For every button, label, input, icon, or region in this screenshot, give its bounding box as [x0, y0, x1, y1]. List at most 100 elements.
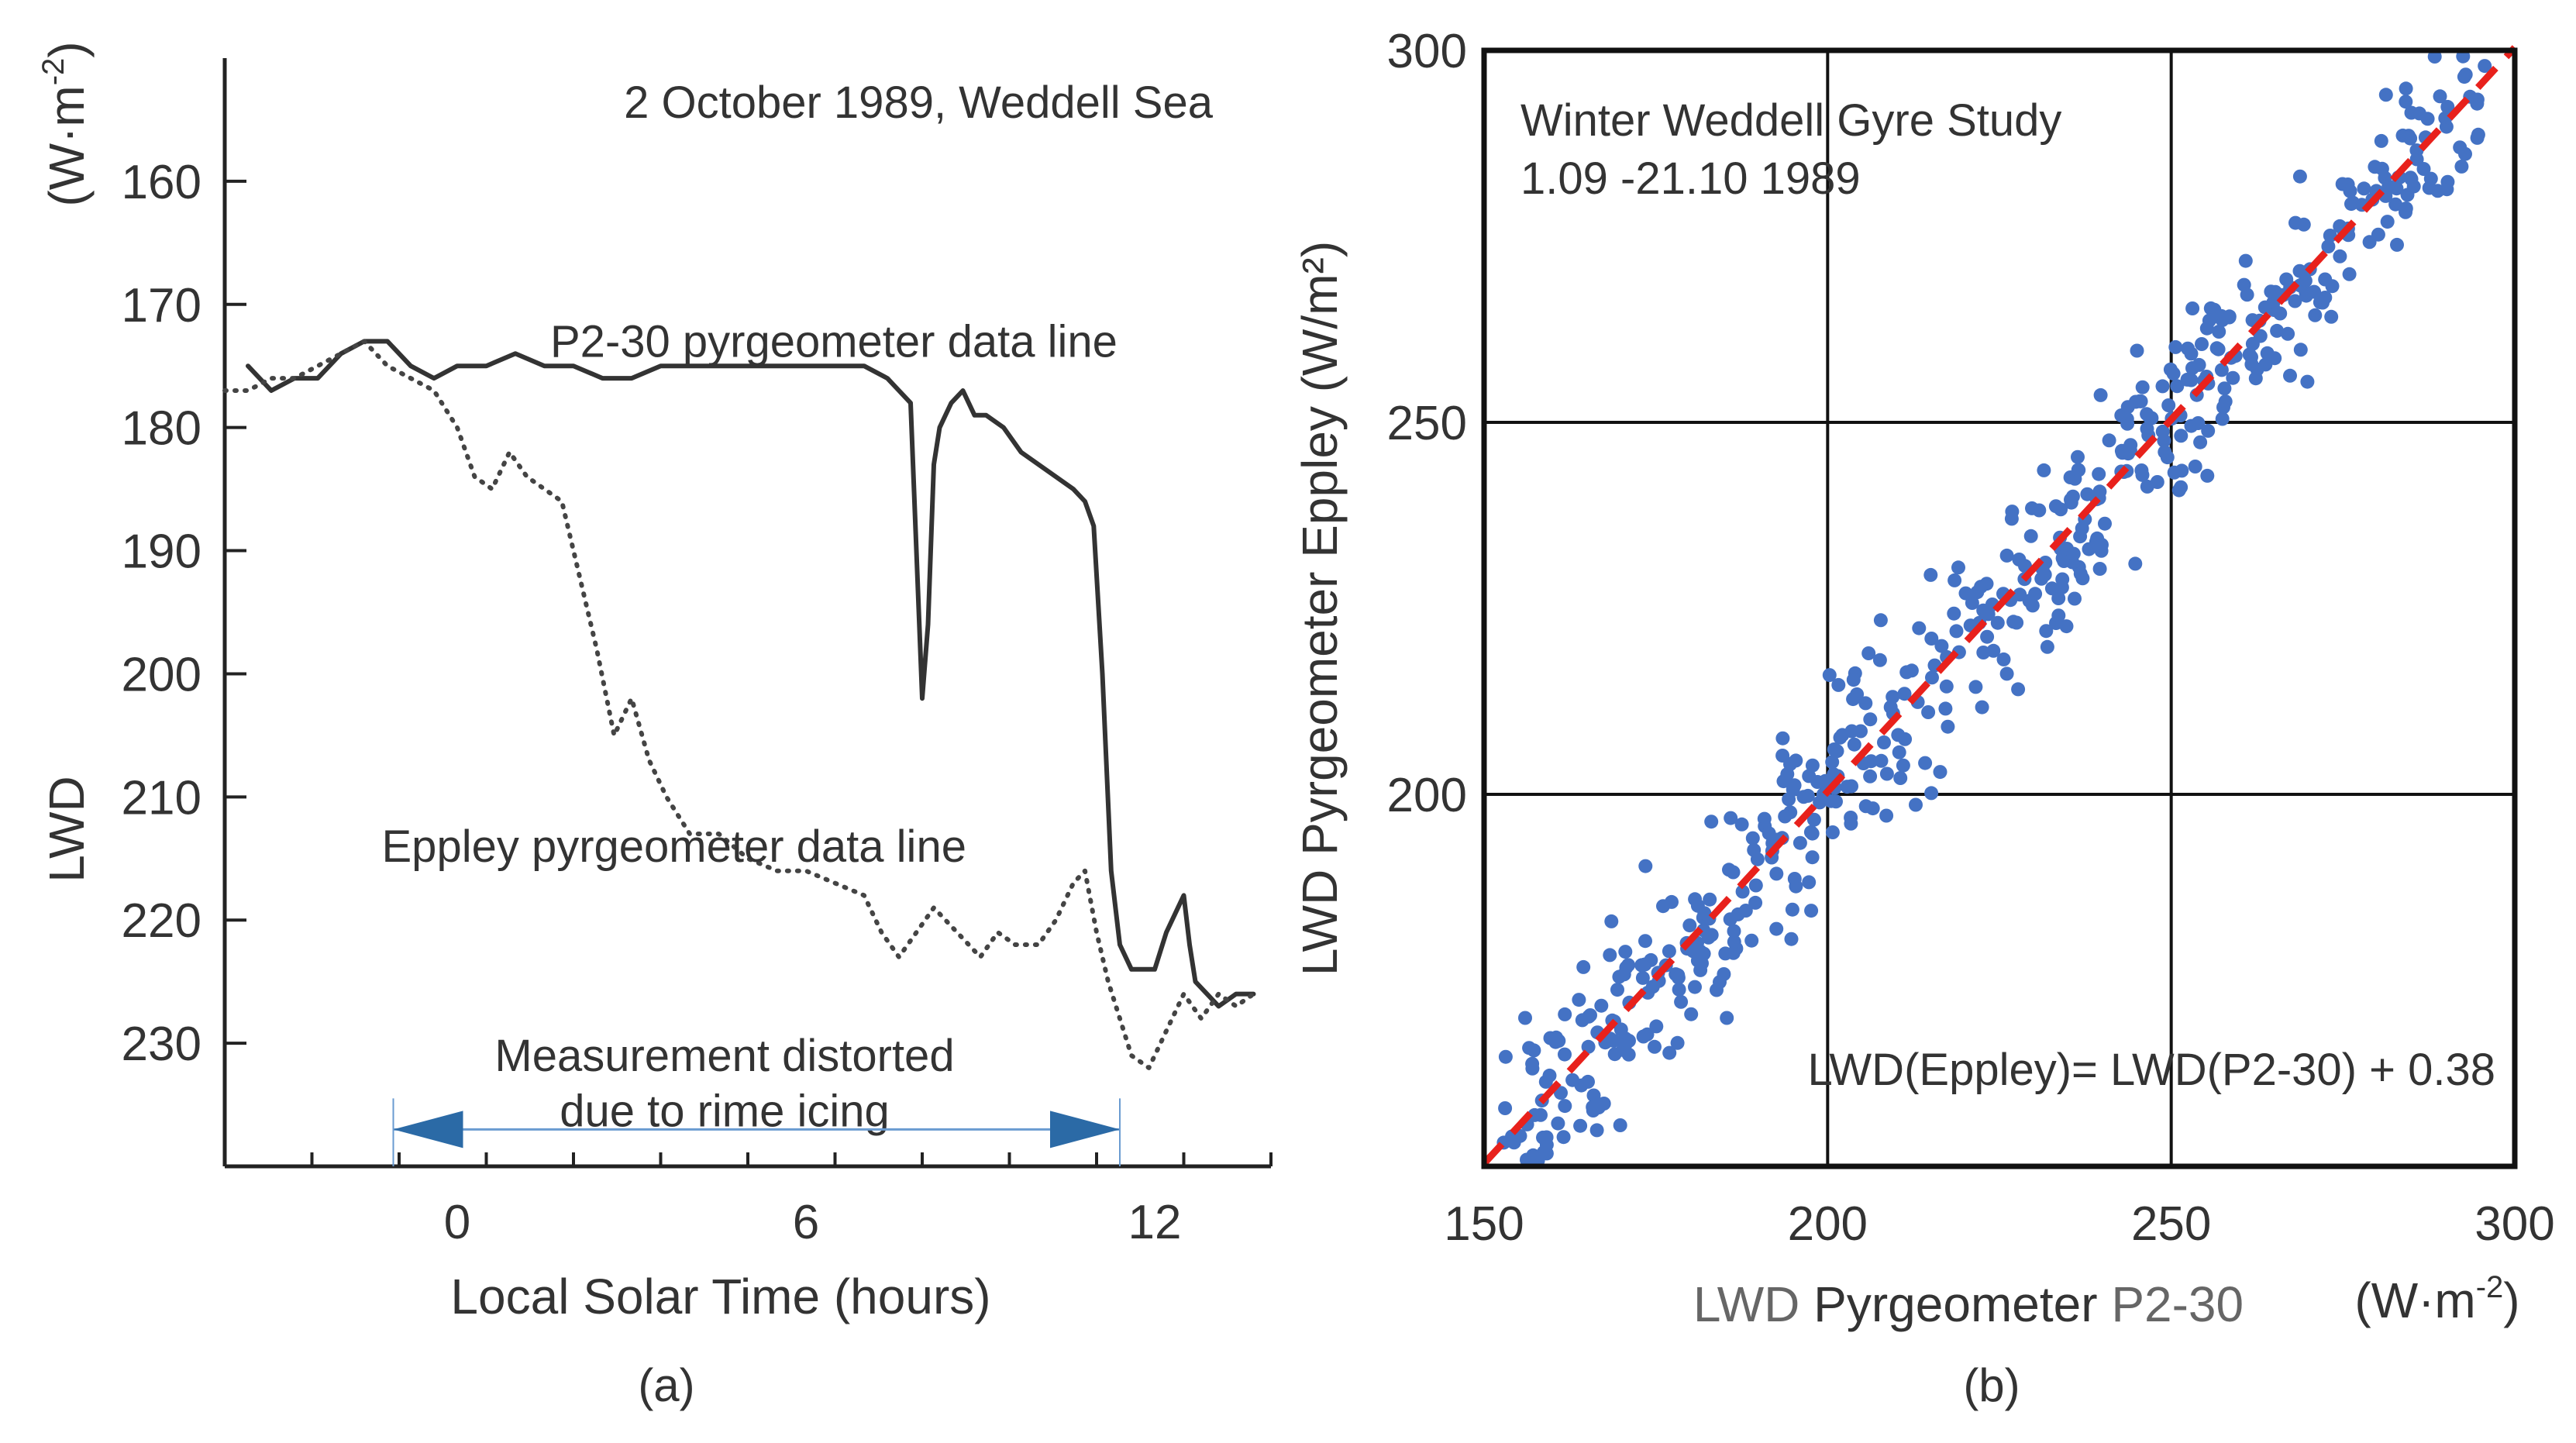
panel-b-data-point [2009, 615, 2024, 630]
panel-b-data-point [2440, 182, 2454, 197]
panel-b-data-point [2420, 112, 2435, 126]
panel-b-data-point [1786, 783, 1800, 797]
panel-b-data-point [2170, 379, 2185, 394]
panel-b-data-point [2040, 639, 2054, 654]
panel-b-data-point [1775, 731, 1790, 746]
panel-b-data-point [1873, 613, 1888, 628]
panel-b-data-point [1923, 567, 1938, 582]
panel-b-data-point [2102, 433, 2116, 448]
panel-b-data-point [2292, 263, 2307, 278]
panel-b-data-point [1554, 1086, 1568, 1100]
panel-b-data-point [2135, 380, 2150, 394]
panel-b-y-label: LWD Pyrgeometer Eppley (W/m²) [1292, 241, 1348, 976]
panel-b-data-point [2064, 492, 2078, 507]
panel-b-data-point [2160, 450, 2175, 465]
panel-b-data-point [2321, 239, 2336, 253]
panel-b-data-point [2273, 306, 2288, 321]
panel-b-data-point [1879, 808, 1894, 823]
panel-a-y-tick-label: 210 [122, 771, 201, 825]
panel-b-data-point [1925, 670, 1939, 685]
panel-b-data-point [1748, 878, 1763, 893]
panel-b-data-point [2346, 195, 2361, 210]
panel-b-data-point [1941, 719, 1955, 734]
panel-a-annotation-line2: due to rime icing [560, 1087, 890, 1137]
panel-b-data-point [1924, 786, 1939, 801]
panel-b-data-point [2114, 408, 2129, 422]
panel-b-data-point [1703, 892, 1717, 907]
panel-b-points [1496, 49, 2492, 1168]
panel-b-caption: (b) [1963, 1359, 2020, 1411]
panel-b-data-point [1785, 902, 1799, 917]
panel-a-y-tick-label: 160 [122, 156, 201, 209]
panel-b-data-point [1909, 797, 1923, 812]
panel-b-data-point [1748, 895, 1763, 910]
panel-b-data-point [2092, 562, 2107, 576]
panel-b-data-point [2238, 253, 2253, 268]
panel-b-data-point [1796, 790, 1811, 804]
panel-b-data-point [2212, 325, 2226, 339]
panel-b-data-point [1526, 1148, 1541, 1162]
panel-b-data-point [1645, 980, 1660, 994]
panel-b-data-point [2200, 468, 2215, 483]
panel-b-data-point [2293, 343, 2308, 357]
panel-b-data-point [1696, 946, 1711, 961]
panel-b-data-point [2215, 412, 2230, 426]
panel-b-data-point [2325, 279, 2340, 294]
panel-b-data-point [1525, 1061, 1540, 1076]
panel-b-data-point [2374, 133, 2388, 148]
panel-b-data-point [2004, 511, 2019, 526]
panel-b-data-point [1727, 924, 1741, 938]
panel-b-data-point [2037, 463, 2051, 477]
panel-b-data-point [1949, 624, 1964, 639]
panel-b-data-point [2340, 177, 2355, 191]
panel-b-data-point [1970, 585, 1985, 600]
panel-b-x-tick-label: 250 [2131, 1197, 2211, 1251]
panel-b-data-point [2073, 567, 2088, 581]
panel-b-y-tick-label: 300 [1387, 25, 1467, 78]
panel-b-data-point [1618, 1037, 1633, 1052]
panel-b-scatter-chart: 150 200 250 300 200 250 300 Winter Weddell Gy… [1292, 25, 2555, 1411]
panel-a-arrow-head-left [393, 1111, 463, 1149]
panel-b-data-point [1638, 859, 1653, 873]
panel-b-data-point [1976, 646, 1991, 660]
panel-a-x-tick-label: 6 [793, 1196, 819, 1249]
panel-b-data-point [2161, 398, 2176, 412]
panel-b-data-point [1558, 1007, 1572, 1021]
panel-b-data-point [2051, 608, 2066, 623]
panel-b-data-point [2068, 591, 2082, 606]
panel-b-data-point [1720, 1011, 1734, 1025]
panel-b-data-point [1704, 814, 1719, 829]
panel-b-data-point [1769, 866, 1784, 881]
panel-b-data-point [1769, 921, 1784, 936]
panel-b-data-point [2130, 343, 2144, 358]
panel-b-data-point [1810, 775, 1825, 789]
panel-b-data-point [2011, 682, 2026, 697]
panel-b-data-point [2403, 131, 2418, 146]
panel-a-line-chart: 160 170 180 190 200 210 220 230 0 6 12 2 October … [36, 41, 1273, 1411]
panel-b-data-point [2185, 301, 2200, 315]
panel-b-data-point [2044, 581, 2059, 596]
panel-b-data-point [1704, 928, 1719, 942]
panel-b-data-point [2478, 59, 2492, 74]
panel-b-data-point [2299, 288, 2313, 303]
panel-a-distortion-arrow [392, 1098, 1121, 1166]
panel-b-data-point [1750, 852, 1765, 866]
panel-b-data-point [2032, 503, 2047, 518]
panel-b-data-point [2296, 217, 2311, 232]
panel-a-y-ticks: 160 170 180 190 200 210 220 230 [122, 156, 246, 1071]
panel-b-data-point [1897, 687, 1912, 701]
panel-b-data-point [2390, 237, 2404, 252]
panel-b-data-point [2342, 267, 2357, 281]
panel-b-data-point [2378, 88, 2393, 102]
panel-b-data-point [1576, 959, 1591, 974]
panel-b-data-point [2184, 373, 2199, 387]
panel-b-data-point [2316, 295, 2330, 310]
panel-b-data-point [1594, 998, 1609, 1013]
panel-b-data-point [2399, 81, 2413, 96]
panel-b-data-point [2192, 357, 2206, 372]
panel-a-y-tick-label: 170 [122, 279, 201, 332]
panel-b-data-point [2059, 619, 2074, 634]
panel-b-data-point [2093, 387, 2108, 402]
panel-a-series-eppley-line [222, 339, 1256, 1070]
panel-b-y-tick-label: 250 [1387, 397, 1467, 450]
